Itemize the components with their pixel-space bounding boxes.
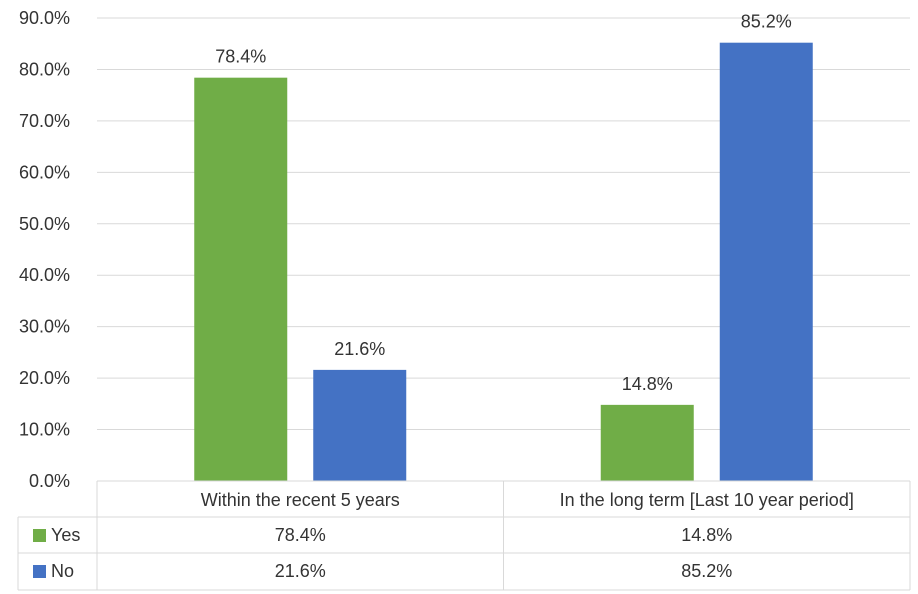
category-label: In the long term [Last 10 year period] [560,490,854,510]
legend-label: No [51,561,74,581]
table-cell: 78.4% [275,525,326,545]
y-tick-label: 10.0% [19,420,70,440]
bar-yes [600,404,694,481]
y-tick-label: 30.0% [19,317,70,337]
y-tick-label: 90.0% [19,8,70,28]
data-label: 14.8% [622,374,673,394]
y-tick-label: 40.0% [19,265,70,285]
table-cell: 85.2% [681,561,732,581]
y-tick-label: 60.0% [19,162,70,182]
y-tick-label: 80.0% [19,59,70,79]
data-label: 85.2% [741,12,792,32]
bar-no [719,42,813,482]
y-tick-label: 70.0% [19,111,70,131]
y-tick-label: 20.0% [19,368,70,388]
legend-label: Yes [51,525,80,545]
legend-key-no [33,565,46,578]
data-label: 21.6% [334,339,385,359]
legend-key-yes [33,529,46,542]
table-cell: 14.8% [681,525,732,545]
table-cell: 21.6% [275,561,326,581]
bar-no [313,369,407,481]
data-label: 78.4% [215,47,266,67]
y-tick-label: 0.0% [29,471,70,491]
category-label: Within the recent 5 years [201,490,400,510]
y-tick-label: 50.0% [19,214,70,234]
bar-yes [194,77,288,482]
